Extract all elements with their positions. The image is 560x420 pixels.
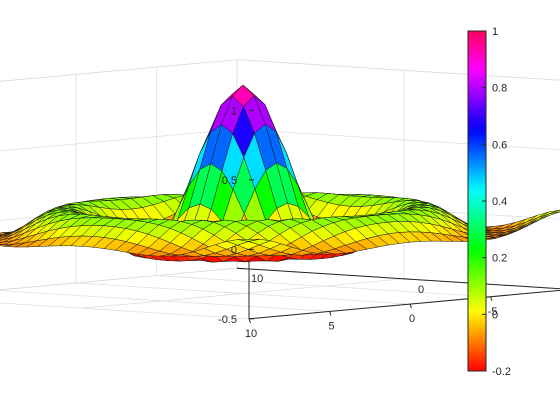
y-axis-line (236, 267, 560, 290)
box-edge (0, 267, 238, 291)
x-tick-label: -5 (488, 306, 498, 318)
colorbar-tick-label: 0.4 (492, 196, 507, 208)
z-gridline (236, 128, 560, 151)
z-tick-label: 0.5 (222, 175, 237, 187)
z-gridline (0, 267, 238, 291)
colorbar-tick-label: -0.2 (492, 366, 511, 378)
x-gridline (0, 302, 250, 320)
z-tick-label: 1 (231, 105, 237, 117)
z-tick-label: -0.5 (218, 314, 237, 326)
x-tick-mark (409, 303, 412, 309)
y-tick-mark (403, 278, 410, 280)
z-tick-label: 0 (231, 244, 237, 256)
y-gridline (0, 267, 238, 291)
colorbar: 1 0.8 0.6 0.4 0.2 0 -0.2 (467, 26, 511, 378)
colorbar-tick-label: 0 (492, 309, 498, 321)
y-tick-label: 10 (251, 273, 263, 285)
y-gridline (81, 278, 405, 309)
colorbar-tick-label: 0.2 (492, 253, 507, 265)
z-gridline (236, 59, 560, 81)
x-tick-mark (490, 296, 493, 301)
surface-mesh (0, 84, 560, 263)
colorbar-tick-label: 1 (492, 26, 498, 38)
colorbar-tick-label: 0.6 (492, 139, 507, 151)
x-tick-label: 5 (328, 320, 334, 332)
y-tick-mark (236, 267, 243, 270)
x-tick-mark (329, 311, 332, 316)
y-tick-label: 0 (418, 284, 424, 296)
x-tick-label: 0 (409, 313, 415, 325)
colorbar-tick-label: 0.8 (492, 83, 507, 95)
x-tick-mark (248, 318, 251, 323)
x-axis-line (248, 289, 560, 320)
surface-face (237, 238, 260, 242)
axes-box (0, 59, 560, 320)
x-tick-label: 10 (245, 328, 257, 340)
z-gridline (0, 59, 238, 82)
box-edge (0, 59, 238, 82)
